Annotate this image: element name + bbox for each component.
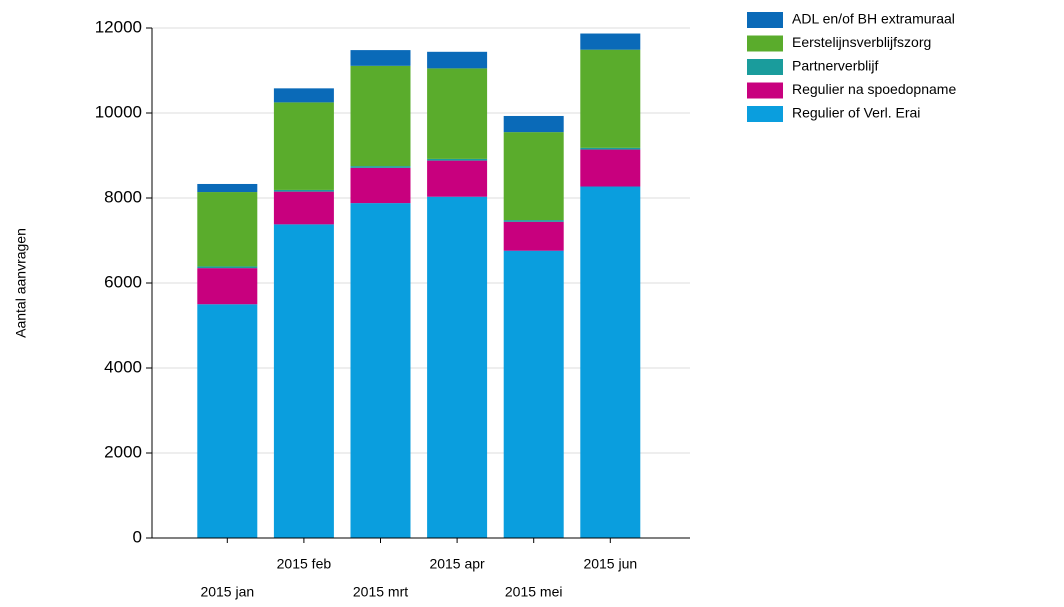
- bar-segment: [427, 68, 488, 159]
- bar-segment: [197, 192, 258, 267]
- bar-segment: [503, 220, 564, 222]
- y-tick-label: 6000: [104, 272, 142, 291]
- bar-segment: [580, 147, 641, 150]
- bar-segment: [580, 149, 641, 187]
- bar-segment: [273, 88, 334, 103]
- bar-segment: [503, 132, 564, 221]
- bar-segment: [503, 221, 564, 251]
- bar-segment: [350, 50, 411, 66]
- bar-segment: [580, 186, 641, 538]
- y-tick-label: 12000: [95, 17, 142, 36]
- bar-segment: [273, 191, 334, 225]
- bar-segment: [350, 203, 411, 538]
- bar-segment: [273, 189, 334, 192]
- y-tick-label: 2000: [104, 442, 142, 461]
- bar-segment: [273, 224, 334, 538]
- legend-label: Eerstelijnsverblijfszorg: [792, 34, 931, 50]
- x-tick-label: 2015 jan: [200, 584, 254, 600]
- legend-swatch: [747, 82, 783, 99]
- bar-segment: [350, 167, 411, 204]
- y-tick-label: 0: [133, 527, 142, 546]
- y-tick-label: 10000: [95, 102, 142, 121]
- legend-swatch: [747, 106, 783, 122]
- bar-segment: [197, 266, 258, 269]
- legend-swatch: [747, 35, 783, 52]
- x-tick-label: 2015 mrt: [353, 584, 408, 600]
- bar-segment: [197, 183, 258, 193]
- x-tick-label: 2015 feb: [277, 556, 332, 572]
- bar-segment: [197, 268, 258, 305]
- bar-segment: [580, 49, 641, 148]
- legend-swatch: [747, 12, 783, 28]
- bar-segment: [503, 250, 564, 538]
- x-tick-label: 2015 mei: [505, 584, 563, 600]
- legend-label: Regulier na spoedopname: [792, 81, 956, 97]
- x-tick-label: 2015 jun: [583, 556, 637, 572]
- legend-label: Partnerverblijf: [792, 58, 878, 74]
- legend-label: ADL en/of BH extramuraal: [792, 11, 955, 27]
- legend-swatch: [747, 59, 783, 75]
- x-tick-label: 2015 apr: [429, 556, 485, 572]
- bar-segment: [273, 102, 334, 190]
- bar-segment: [580, 33, 641, 50]
- bar-segment: [427, 51, 488, 69]
- y-tick-label: 8000: [104, 187, 142, 206]
- bar-segment: [197, 304, 258, 538]
- bar-segment: [350, 65, 411, 167]
- y-tick-label: 4000: [104, 357, 142, 376]
- bar-segment: [427, 196, 488, 538]
- y-axis-label: Aantal aanvragen: [13, 228, 29, 338]
- bar-segment: [427, 160, 488, 197]
- bar-segment: [427, 158, 488, 161]
- legend-label: Regulier of Verl. Erai: [792, 105, 920, 121]
- bar-segment: [503, 115, 564, 133]
- bar-segment: [350, 166, 411, 168]
